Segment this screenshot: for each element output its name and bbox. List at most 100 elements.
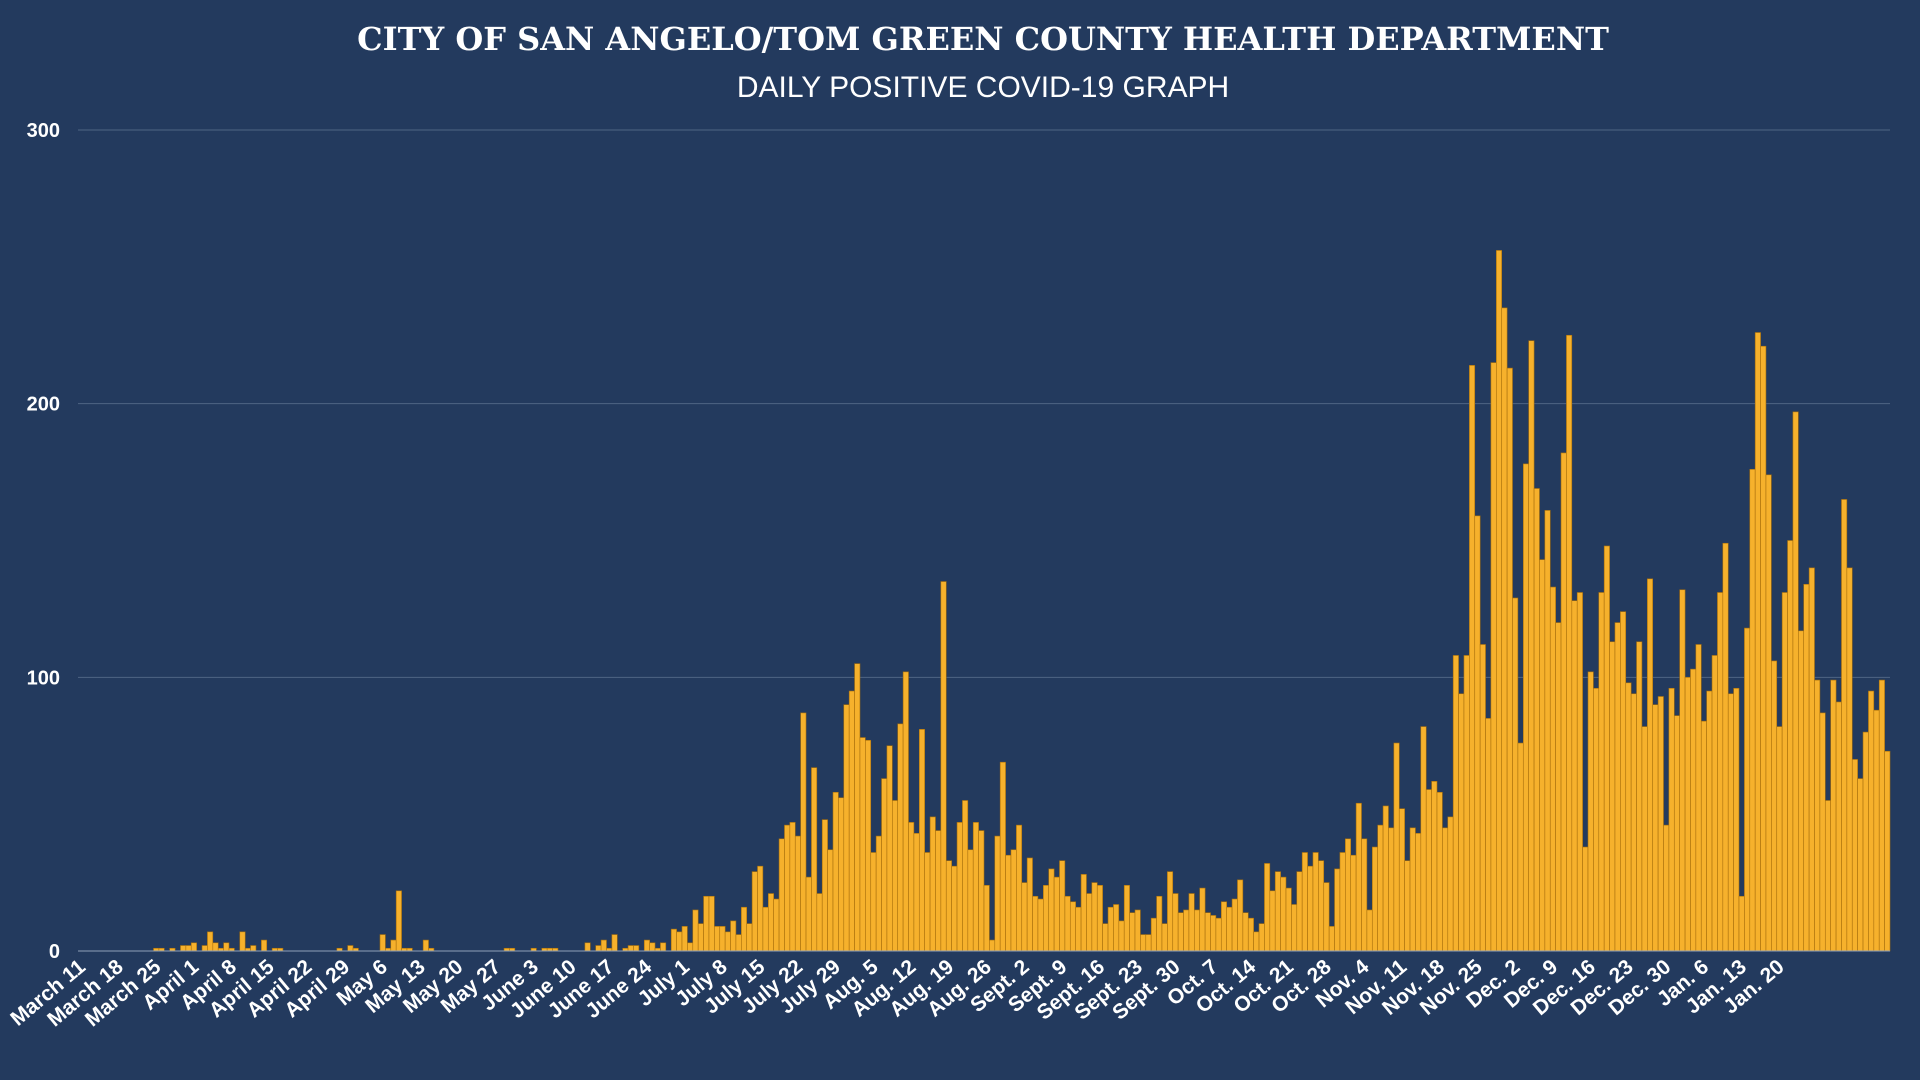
bar — [1700, 720, 1707, 952]
bar — [870, 852, 877, 952]
bar — [1220, 901, 1227, 952]
bar — [390, 939, 397, 952]
bar — [1307, 865, 1314, 952]
bar — [838, 797, 845, 952]
bar — [212, 942, 219, 952]
bar — [611, 934, 618, 952]
bar — [811, 767, 818, 952]
bar — [751, 871, 758, 952]
bar — [1118, 920, 1125, 952]
bar — [1760, 345, 1767, 952]
bar — [767, 893, 774, 952]
bar — [1301, 852, 1308, 952]
bar — [190, 942, 197, 952]
bar — [201, 945, 208, 952]
bar — [692, 909, 699, 952]
bar — [1253, 931, 1260, 952]
bar — [1296, 871, 1303, 952]
bar — [660, 942, 667, 952]
bar — [670, 928, 677, 952]
bar — [1647, 578, 1654, 952]
bar — [1706, 690, 1713, 952]
bar — [902, 671, 909, 952]
bar — [989, 939, 996, 952]
bar — [789, 822, 796, 952]
bar — [1598, 592, 1605, 952]
bar — [719, 926, 726, 952]
bar — [859, 737, 866, 952]
bar — [1485, 718, 1492, 952]
bar — [1447, 816, 1454, 952]
bar — [832, 791, 839, 952]
bar — [627, 945, 634, 952]
bar — [1636, 641, 1643, 952]
bar — [1075, 906, 1082, 952]
bar — [1436, 791, 1443, 952]
bar — [1474, 515, 1481, 952]
bar — [1841, 499, 1848, 952]
bar — [843, 704, 850, 952]
bar — [1517, 742, 1524, 952]
y-tick-label: 200 — [27, 394, 60, 416]
bar — [1091, 882, 1098, 952]
bar — [1415, 833, 1422, 952]
bar — [1264, 863, 1271, 952]
bar — [929, 816, 936, 952]
bar — [1107, 906, 1114, 952]
bar — [1469, 365, 1476, 952]
bar — [1544, 510, 1551, 952]
bar — [778, 838, 785, 952]
bar — [1167, 871, 1174, 952]
bar — [1215, 917, 1222, 952]
bar — [1069, 901, 1076, 952]
bar — [1080, 874, 1087, 952]
bar — [1722, 542, 1729, 952]
bar — [1857, 778, 1864, 952]
bar — [1668, 687, 1675, 952]
bar — [854, 663, 861, 952]
bar — [1673, 715, 1680, 952]
bar — [697, 923, 704, 952]
bar — [1808, 567, 1815, 952]
bar — [1744, 627, 1751, 952]
bar — [261, 939, 268, 952]
bar — [1425, 789, 1432, 952]
bar — [1177, 912, 1184, 952]
bar — [746, 923, 753, 952]
bar — [1657, 696, 1664, 952]
bar — [1582, 846, 1589, 952]
bar — [687, 942, 694, 952]
y-tick-label: 300 — [27, 120, 60, 142]
bar — [1442, 827, 1449, 952]
bar — [347, 945, 354, 952]
bar — [1862, 731, 1869, 952]
bar — [1625, 682, 1632, 952]
bar — [1032, 895, 1039, 952]
bar — [773, 898, 780, 952]
bar — [1824, 800, 1831, 952]
bar — [881, 778, 888, 952]
bar — [897, 723, 904, 952]
bar — [1496, 250, 1503, 952]
bar — [1371, 846, 1378, 952]
bar — [1878, 679, 1885, 952]
bar — [1754, 332, 1761, 952]
bar — [994, 835, 1001, 952]
bar — [395, 890, 402, 952]
bar — [1576, 592, 1583, 952]
bar — [1161, 923, 1168, 952]
bar — [1641, 726, 1648, 952]
bar — [1350, 854, 1357, 952]
bar — [1609, 641, 1616, 952]
bar — [714, 926, 721, 952]
bar — [1787, 540, 1794, 952]
bar — [956, 822, 963, 952]
bar — [875, 835, 882, 952]
bar — [1663, 824, 1670, 952]
bar — [250, 945, 257, 952]
bar — [1274, 871, 1281, 952]
bar — [1431, 781, 1438, 952]
bar — [1086, 893, 1093, 952]
bar — [1420, 726, 1427, 952]
bar — [1361, 838, 1368, 952]
